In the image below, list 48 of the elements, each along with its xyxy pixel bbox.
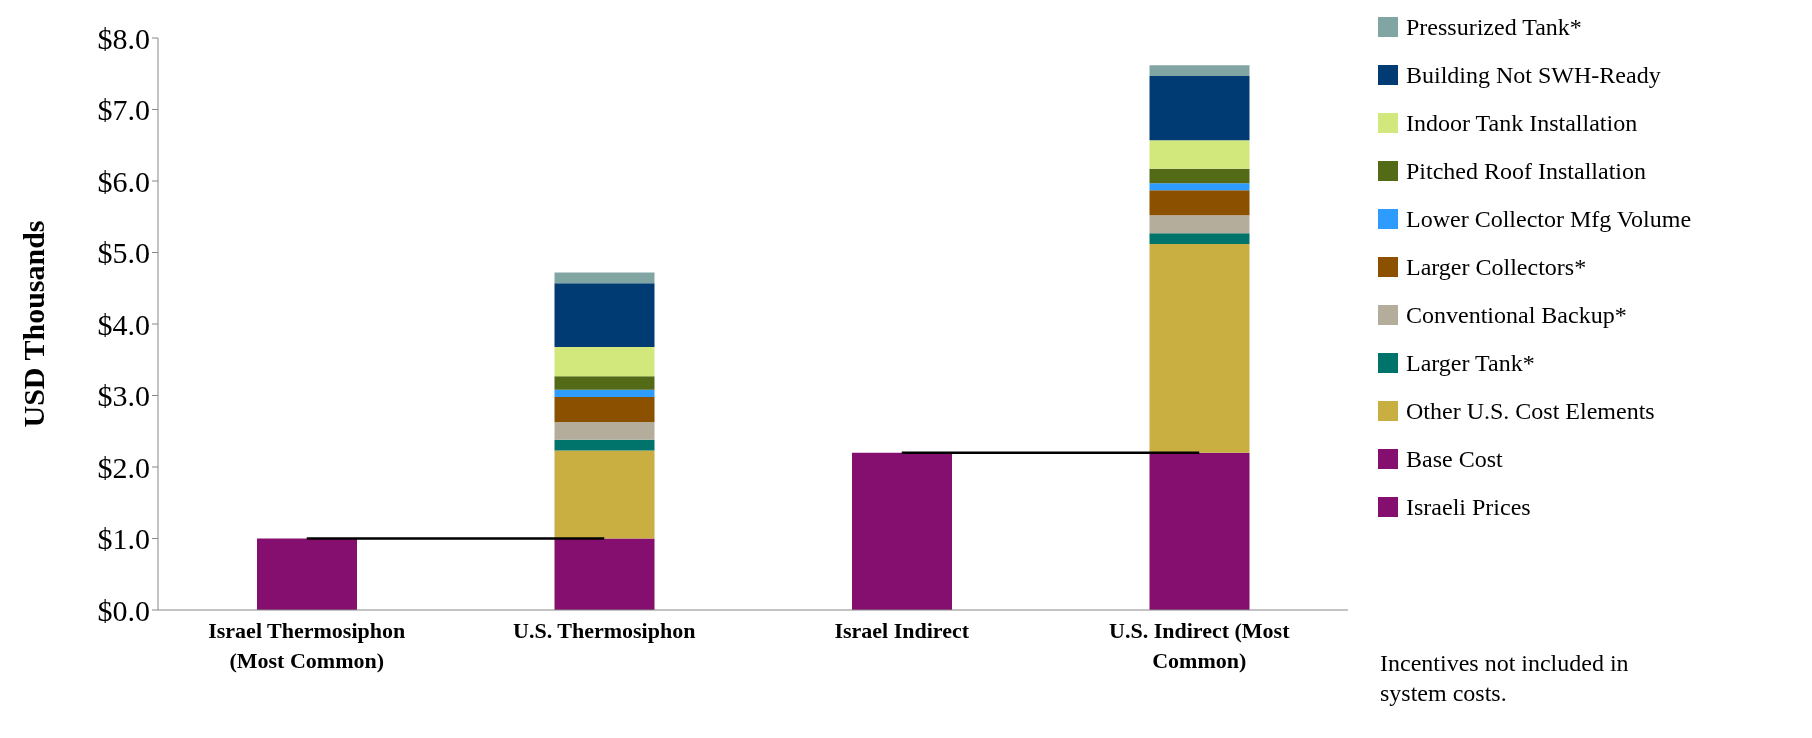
bar xyxy=(554,421,655,440)
bar xyxy=(1149,140,1250,169)
y-tick-label: $2.0 xyxy=(97,450,150,484)
bar xyxy=(554,389,655,397)
bar xyxy=(1149,452,1250,610)
x-tick-label: Israel Indirect xyxy=(834,618,970,643)
y-tick-label: $4.0 xyxy=(97,307,150,341)
bar xyxy=(554,396,655,422)
y-tick-label: $5.0 xyxy=(97,236,150,270)
bar xyxy=(554,450,655,539)
bar xyxy=(1149,190,1250,216)
legend-label: Base Cost xyxy=(1406,445,1503,474)
legend-label: Israeli Prices xyxy=(1406,493,1531,522)
bar xyxy=(1149,215,1250,234)
legend-label: Pressurized Tank* xyxy=(1406,13,1582,42)
bar xyxy=(1149,183,1250,191)
legend-label: Larger Collectors* xyxy=(1406,253,1587,282)
x-tick-label: U.S. Indirect (Most Common) xyxy=(1109,618,1291,673)
legend-label: Pitched Roof Installation xyxy=(1406,157,1646,186)
y-tick-label: $0.0 xyxy=(97,593,150,627)
x-tick-label: Israel Thermosiphon (Most Common) xyxy=(208,618,406,673)
bar xyxy=(1149,168,1250,184)
y-tick-label: $6.0 xyxy=(97,164,150,198)
y-tick-label: $8.0 xyxy=(97,21,150,55)
y-tick-label: $1.0 xyxy=(97,522,150,556)
bar xyxy=(554,346,655,377)
bar xyxy=(554,283,655,347)
y-axis-title: USD Thousands xyxy=(16,220,50,428)
bar xyxy=(852,452,952,610)
text: Incentives not included in system costs. xyxy=(1380,649,1630,708)
legend-label: Conventional Backup* xyxy=(1406,301,1627,330)
bar xyxy=(554,538,655,610)
y-tick-label: $3.0 xyxy=(97,379,150,413)
bar xyxy=(554,272,655,284)
legend-label: Larger Tank* xyxy=(1406,349,1535,378)
bar xyxy=(554,439,655,451)
bar xyxy=(1149,243,1250,453)
legend-label: Building Not SWH-Ready xyxy=(1406,61,1661,90)
bar xyxy=(554,376,655,390)
bar xyxy=(1149,75,1250,141)
bar xyxy=(1149,65,1250,76)
x-tick-label: U.S. Thermosiphon xyxy=(513,618,696,643)
legend-label: Indoor Tank Installation xyxy=(1406,109,1638,138)
bar xyxy=(1149,233,1250,244)
legend-label: Other U.S. Cost Elements xyxy=(1406,397,1655,426)
legend-label: Lower Collector Mfg Volume xyxy=(1406,205,1692,234)
bar xyxy=(257,538,357,610)
y-tick-label: $7.0 xyxy=(97,93,150,127)
